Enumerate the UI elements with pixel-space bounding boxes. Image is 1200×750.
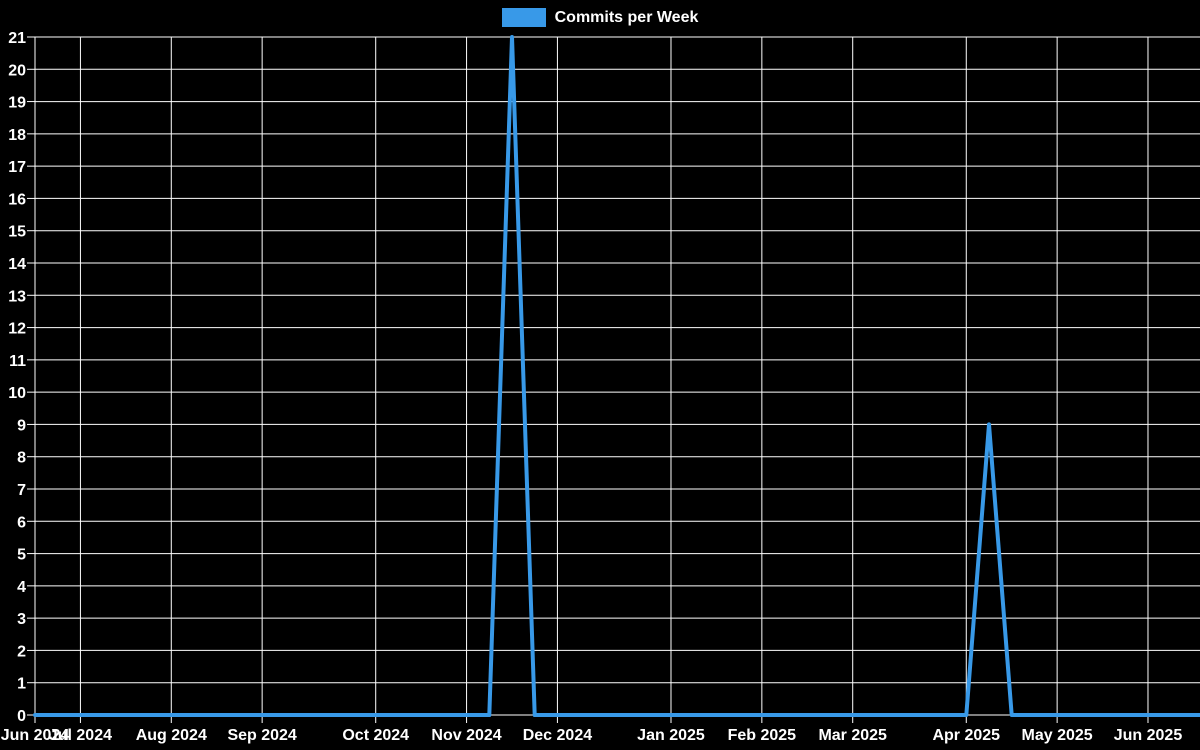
- y-tick-label: 0: [17, 708, 26, 725]
- y-tick-label: 2: [17, 643, 26, 660]
- x-tick-label: Nov 2024: [431, 727, 501, 744]
- x-tick-label: Jun 2025: [1114, 727, 1183, 744]
- y-tick-label: 6: [17, 514, 26, 531]
- y-tick-label: 19: [8, 95, 26, 112]
- gridlines: [34, 36, 1200, 716]
- y-tick-label: 9: [17, 417, 26, 434]
- axes: [27, 36, 1200, 723]
- y-tick-label: 20: [8, 62, 26, 79]
- y-tick-label: 18: [8, 127, 26, 144]
- y-tick-label: 11: [9, 353, 26, 370]
- y-tick-label: 7: [17, 482, 26, 499]
- y-tick-label: 5: [17, 547, 26, 564]
- x-tick-label: Jan 2025: [637, 727, 705, 744]
- x-tick-label: Mar 2025: [818, 727, 887, 744]
- x-tick-label: Aug 2024: [136, 727, 207, 744]
- y-tick-label: 13: [8, 288, 26, 305]
- y-tick-label: 3: [17, 611, 26, 628]
- y-tick-label: 8: [17, 450, 26, 467]
- x-tick-label: Dec 2024: [523, 727, 592, 744]
- commits-line-series: [33, 35, 1200, 717]
- x-tick-label: Feb 2025: [728, 727, 797, 744]
- y-tick-label: 1: [17, 676, 26, 693]
- y-tick-label: 21: [8, 30, 26, 47]
- x-tick-label: Jun 2024: [1, 727, 70, 744]
- x-tick-label: Sep 2024: [227, 727, 296, 744]
- y-tick-label: 17: [8, 159, 26, 176]
- y-tick-label: 15: [8, 224, 26, 241]
- y-tick-label: 16: [8, 191, 26, 208]
- x-tick-label: Jul 2024: [49, 727, 112, 744]
- x-tick-label: May 2025: [1022, 727, 1093, 744]
- y-tick-label: 10: [8, 385, 26, 402]
- y-tick-label: 14: [8, 256, 26, 273]
- x-tick-label: Apr 2025: [932, 727, 1000, 744]
- y-tick-label: 12: [8, 321, 26, 338]
- y-tick-label: 4: [17, 579, 26, 596]
- x-tick-label: Oct 2024: [342, 727, 409, 744]
